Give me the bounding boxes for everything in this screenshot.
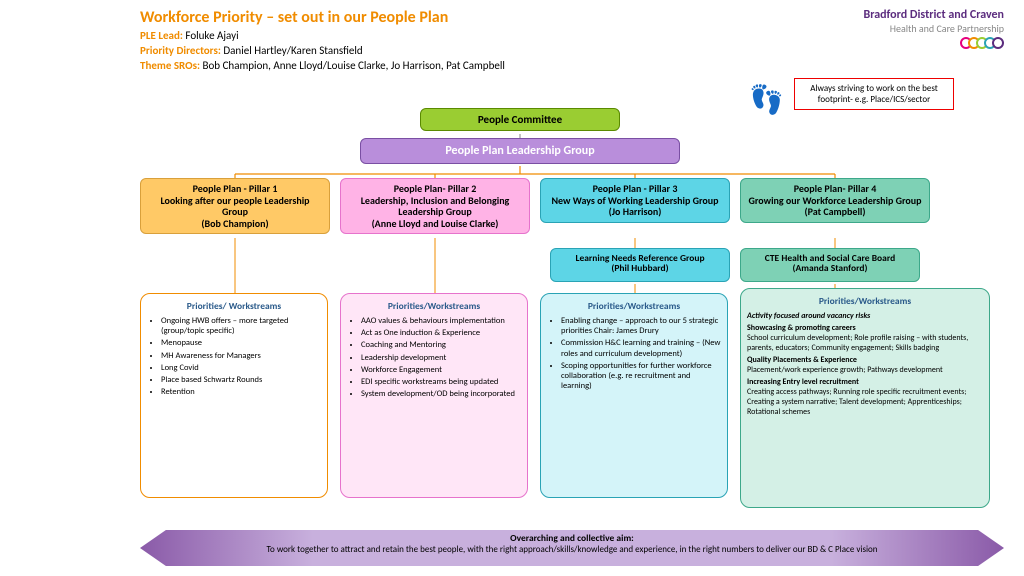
workstream-3: Priorities/WorkstreamsEnabling change – … bbox=[540, 293, 728, 498]
pillar-1: People Plan - Pillar 1Looking after our … bbox=[140, 178, 330, 234]
work-item: Place based Schwartz Rounds bbox=[161, 375, 321, 385]
sub-pillar-3: Learning Needs Reference Group(Phil Hubb… bbox=[550, 248, 730, 282]
work-item: Workforce Engagement bbox=[361, 365, 521, 375]
sros-row: Theme SROs: Bob Champion, Anne Lloyd/Lou… bbox=[140, 59, 1004, 72]
work-item: Coaching and Mentoring bbox=[361, 340, 521, 350]
work-item: MH Awareness for Managers bbox=[161, 351, 321, 361]
work-item: Act as One induction & Experience bbox=[361, 328, 521, 338]
brand-logo: Bradford District and Craven Health and … bbox=[863, 8, 1004, 52]
work-item: Retention bbox=[161, 387, 321, 397]
leadership-group: People Plan Leadership Group bbox=[360, 138, 680, 164]
people-committee: People Committee bbox=[420, 108, 620, 131]
work-item: Menopause bbox=[161, 338, 321, 348]
work-item: Scoping opportunities for further workfo… bbox=[561, 361, 721, 392]
org-diagram: People Committee People Plan Leadership … bbox=[140, 108, 994, 528]
rings-icon bbox=[964, 37, 1004, 52]
overarching-aim: Overarching and collective aim: To work … bbox=[140, 530, 1004, 566]
pillar-3: People Plan - Pillar 3New Ways of Workin… bbox=[540, 178, 730, 223]
pillar-4: People Plan- Pillar 4Growing our Workfor… bbox=[740, 178, 930, 223]
work-item: Leadership development bbox=[361, 353, 521, 363]
workstream-1: Priorities/ WorkstreamsOngoing HWB offer… bbox=[140, 293, 328, 498]
work-item: Enabling change – approach to our 5 stra… bbox=[561, 316, 721, 336]
workstream-4: Priorities/WorkstreamsActivity focused a… bbox=[740, 288, 990, 508]
work-item: EDI specific workstreams being updated bbox=[361, 377, 521, 387]
work-item: System development/OD being incorporated bbox=[361, 389, 521, 399]
workstream-2: Priorities/WorkstreamsAAO values & behav… bbox=[340, 293, 528, 498]
work-item: Ongoing HWB offers – more targeted (grou… bbox=[161, 316, 321, 336]
work-item: AAO values & behaviours implementation bbox=[361, 316, 521, 326]
work-item: Long Covid bbox=[161, 363, 321, 373]
footprint-note: Always striving to work on the best foot… bbox=[794, 78, 954, 110]
sub-pillar-4: CTE Health and Social Care Board(Amanda … bbox=[740, 248, 920, 282]
work-item: Commission H&C learning and training – (… bbox=[561, 338, 721, 358]
pillar-2: People Plan- Pillar 2Leadership, Inclusi… bbox=[340, 178, 530, 234]
